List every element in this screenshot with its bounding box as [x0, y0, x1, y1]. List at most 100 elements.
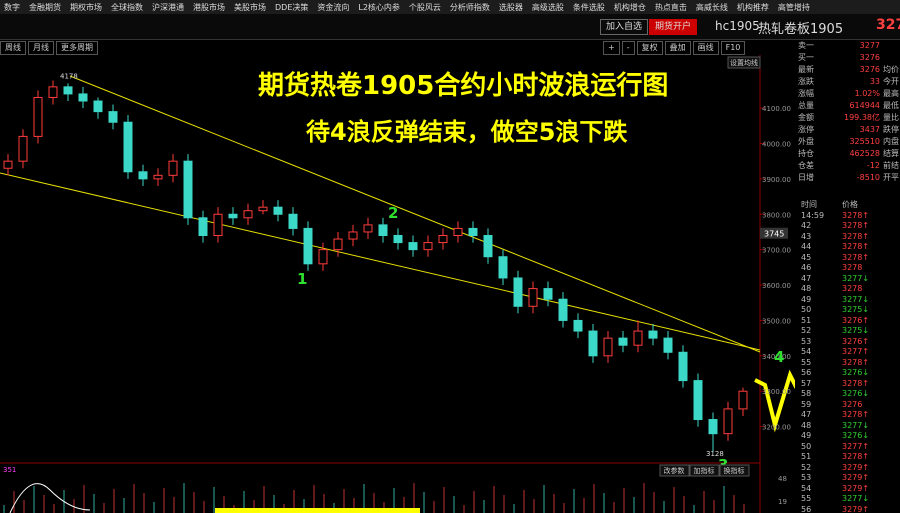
- period-button[interactable]: 周线: [0, 41, 26, 55]
- tool-button[interactable]: -: [621, 41, 635, 55]
- menu-item[interactable]: 资金流向: [317, 2, 350, 12]
- period-button[interactable]: 更多周期: [56, 41, 98, 55]
- menu-item[interactable]: 热点直击: [654, 2, 687, 12]
- menu-item[interactable]: 金融期货: [29, 2, 61, 12]
- quote-label: 今开: [883, 77, 899, 86]
- tick-time: 14:59: [801, 210, 825, 220]
- indicator-axis-label: 48: [778, 475, 787, 483]
- tick-row: 49 3277↓: [795, 295, 900, 306]
- open-account-button[interactable]: 期货开户: [649, 19, 698, 35]
- menu-item[interactable]: 机构增仓: [613, 2, 646, 12]
- menu-bar: 数字 金融期货 期权市场 全球指数 沪深港通 港股市场 美股市场 DDE决策 资金流向 L2核心内…: [0, 0, 900, 14]
- candle-body: [693, 380, 703, 421]
- period-bar: 周线 月线 更多周期: [0, 41, 98, 55]
- tick-row: 56 3276↓: [795, 368, 900, 379]
- tick-price: 3276↓: [842, 431, 870, 440]
- tool-button[interactable]: F10: [720, 41, 746, 55]
- menu-item[interactable]: 条件选股: [572, 2, 605, 12]
- menu-item[interactable]: DDE决策: [275, 2, 309, 12]
- tick-row: 59 3276: [795, 400, 900, 411]
- quote-row: 涨停 3437 跌停: [795, 124, 900, 136]
- chart-title: 期货热卷1905合约小时波浪运行图: [258, 70, 668, 101]
- tick-time: 46: [801, 263, 812, 272]
- menu-item[interactable]: 期权市场: [70, 2, 102, 12]
- tick-price: 3276↓: [842, 368, 870, 377]
- tick-row: 48 3277↓: [795, 421, 900, 432]
- tick-time: 47: [801, 410, 812, 419]
- menu-item[interactable]: 高级选股: [531, 2, 564, 12]
- candle-body: [168, 160, 178, 176]
- y-tick-label: 3900.00: [762, 176, 791, 184]
- period-button[interactable]: 月线: [28, 41, 54, 55]
- tick-time: 43: [801, 231, 812, 241]
- indicator-line: [9, 483, 91, 513]
- high-label: 4178: [60, 72, 78, 80]
- candle-body: [483, 234, 493, 258]
- menu-item[interactable]: 选股器: [498, 2, 523, 12]
- tick-header: 时间 价格: [795, 200, 900, 211]
- quote-label: 开平: [883, 173, 899, 182]
- quote-label: 量比: [883, 113, 899, 122]
- quote-row: 涨幅 1.02% 最高: [795, 88, 900, 100]
- low-label: 3128: [706, 450, 724, 458]
- indicator-tab-label: 改参数: [664, 466, 685, 475]
- candle-body: [48, 86, 58, 98]
- quote-label: 前结: [883, 161, 899, 170]
- tool-button[interactable]: 复权: [636, 41, 663, 55]
- menu-item[interactable]: 高管增持: [777, 2, 810, 12]
- tick-row: 45 3278↑: [795, 253, 900, 264]
- menu-item[interactable]: 沪深港通: [152, 2, 184, 12]
- candle-body: [78, 93, 88, 102]
- tool-button[interactable]: 叠加: [664, 41, 691, 55]
- ma-button[interactable]: [727, 56, 761, 69]
- quote-label: 最新: [798, 65, 814, 74]
- tool-button[interactable]: +: [603, 41, 620, 55]
- tick-time: 51: [801, 315, 812, 325]
- menu-item[interactable]: 港股市场: [193, 2, 225, 12]
- quote-value: -8510: [856, 173, 880, 182]
- indicator-tab[interactable]: [659, 464, 690, 477]
- contract-code: hc1905: [715, 19, 760, 33]
- menu-item[interactable]: 美股市场: [234, 2, 266, 12]
- tick-time: 55: [801, 357, 812, 367]
- tick-time: 56: [801, 504, 812, 513]
- tool-button[interactable]: 画线: [692, 41, 719, 55]
- y-tick-label: 3400.00: [762, 353, 791, 361]
- quote-label: 卖一: [798, 41, 814, 50]
- quote-row: 金额 199.38亿 量比: [795, 112, 900, 124]
- candle-body: [138, 171, 148, 180]
- quote-value: 462528: [849, 149, 880, 158]
- quote-label: 涨跌: [798, 77, 814, 86]
- tick-time: 52: [801, 326, 812, 335]
- tick-price: 3278↑: [842, 210, 870, 220]
- candle-body: [468, 227, 478, 236]
- candle-body: [723, 408, 733, 435]
- candle-body: [318, 249, 328, 265]
- tick-header-label: 价格: [842, 200, 858, 209]
- quote-value: 3276: [859, 53, 880, 62]
- add-watch-button[interactable]: 加入自选: [600, 19, 649, 35]
- menu-item[interactable]: L2核心内参: [358, 2, 400, 12]
- tick-row: 54 3277↑: [795, 347, 900, 358]
- tick-time: 42: [801, 221, 812, 230]
- menu-item[interactable]: 高威长线: [695, 2, 728, 12]
- quote-label: 外盘: [798, 137, 814, 146]
- menu-item[interactable]: 数字: [4, 2, 20, 12]
- indicator-tab[interactable]: [719, 464, 750, 477]
- quote-value: -12: [866, 161, 880, 170]
- menu-item[interactable]: 机构推荐: [736, 2, 769, 12]
- tick-row: 50 3277↑: [795, 442, 900, 453]
- tick-price: 3278↑: [842, 221, 870, 230]
- menu-item[interactable]: 分析师指数: [449, 2, 490, 12]
- menu-item[interactable]: 全球指数: [111, 2, 143, 12]
- indicator-tab[interactable]: [689, 464, 720, 477]
- quote-row: 卖一 3277: [795, 40, 900, 52]
- candle-body: [633, 330, 643, 346]
- indicator-label: 351: [3, 466, 16, 474]
- candle-body: [543, 288, 553, 300]
- tick-price: 3277↑: [842, 347, 870, 356]
- tick-row: 14:59 3278↑: [795, 211, 900, 222]
- menu-item[interactable]: 个股风云: [408, 2, 441, 12]
- quote-label: 最低: [883, 101, 899, 110]
